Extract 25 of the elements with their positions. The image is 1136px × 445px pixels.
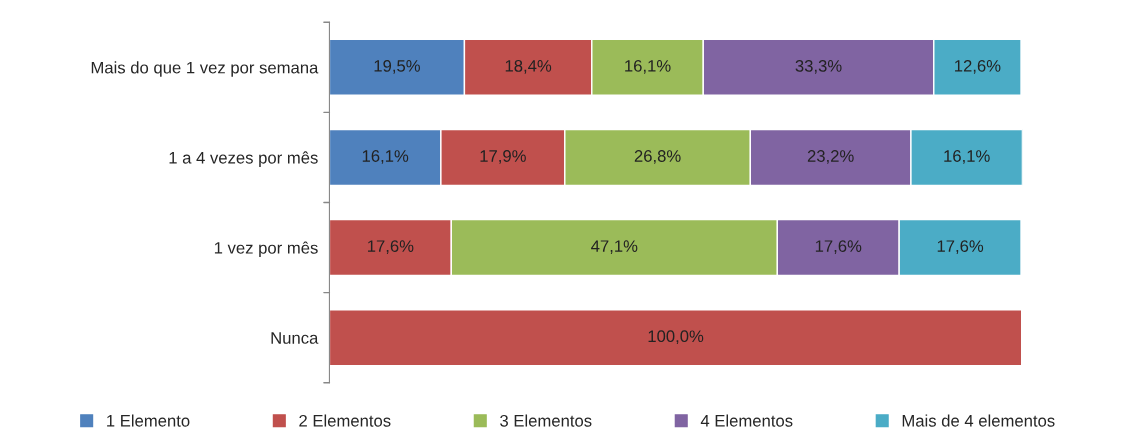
y-tick-label: Nunca — [271, 332, 319, 344]
data-label: 16,1% — [625, 59, 671, 74]
legend-label: Mais de 4 elementos — [902, 414, 1055, 427]
data-label: 100,0% — [648, 330, 704, 345]
data-label: 47,1% — [591, 240, 638, 254]
y-tick-label: 1 vez por mês — [214, 241, 318, 258]
bar — [329, 309, 1023, 367]
data-label: 12,6% — [955, 59, 1001, 74]
data-label: 17,6% — [937, 240, 984, 254]
data-label: 17,9% — [480, 150, 526, 164]
data-label: 23,2% — [807, 150, 854, 164]
data-label: 19,5% — [374, 59, 420, 74]
data-label: 16,1% — [944, 150, 990, 164]
data-label: 17,6% — [815, 240, 862, 254]
data-label: 16,1% — [362, 150, 409, 164]
data-label: 17,6% — [368, 240, 414, 254]
legend-label: 1 Elemento — [107, 414, 190, 427]
legend-label: 2 Elementos — [299, 414, 391, 427]
legend-label: 4 Elementos — [700, 414, 793, 427]
legend-label: 3 Elementos — [500, 414, 592, 427]
data-label: 33,3% — [795, 59, 842, 74]
data-label: 26,8% — [634, 150, 681, 164]
y-tick-label: Mais do que 1 vez por semana — [91, 61, 319, 77]
data-label: 18,4% — [505, 59, 552, 74]
y-tick-label: 1 a 4 vezes por mês — [169, 151, 318, 167]
